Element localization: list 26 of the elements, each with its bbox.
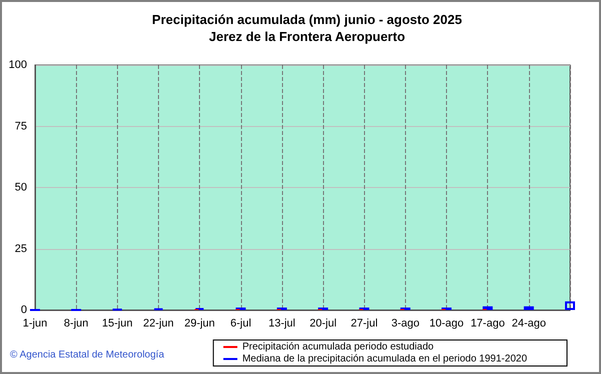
y-tick-label: 75	[14, 120, 27, 132]
bar	[565, 301, 575, 310]
legend-label: Mediana de la precipitación acumulada en el periodo 1991-2020	[242, 354, 528, 364]
y-tick-label: 0	[20, 304, 27, 316]
legend-label: Precipitación acumulada periodo estudiado	[242, 342, 434, 352]
y-tick-label: 100	[8, 59, 27, 71]
chart-title: Precipitación acumulada (mm) junio - agosto 2025	[152, 12, 462, 27]
text: © Agencia Estatal de Meteorología	[10, 350, 165, 360]
x-tick-label: 27-jul	[350, 318, 378, 330]
x-tick-label: 17-ago	[470, 318, 505, 330]
x-tick-label: 10-ago	[429, 318, 464, 330]
chart-subtitle: Jerez de la Frontera Aeropuerto	[208, 29, 406, 44]
x-tick-label: 15-jun	[102, 318, 133, 330]
x-tick-label: 3-ago	[391, 318, 420, 330]
x-tick-label: 8-jun	[64, 318, 88, 330]
bar	[482, 306, 493, 310]
bar	[524, 306, 534, 310]
x-tick-label: 20-jul	[310, 318, 337, 330]
x-tick-label: 1-jun	[22, 318, 48, 330]
x-tick-label: 13-jul	[268, 318, 296, 330]
x-tick-label: 6-jul	[230, 318, 252, 330]
y-tick-label: 50	[14, 182, 27, 194]
y-tick-label: 25	[14, 242, 27, 255]
x-tick-label: 29-jun	[184, 318, 215, 330]
x-tick-label: 24-ago	[512, 318, 546, 330]
x-tick-label: 22-jun	[143, 318, 174, 330]
